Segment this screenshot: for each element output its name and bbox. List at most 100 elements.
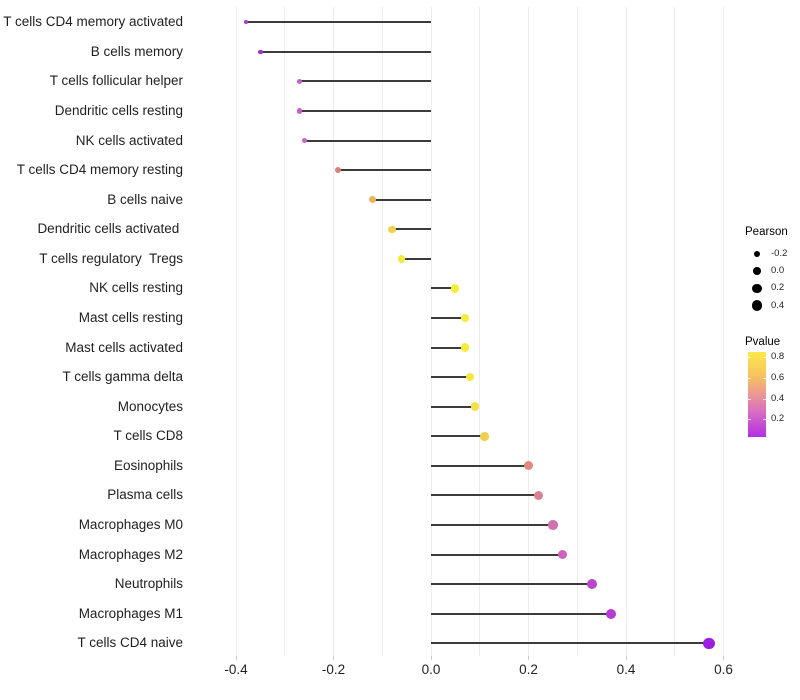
gridline — [479, 7, 481, 656]
gridline — [723, 7, 724, 656]
y-tick-label: NK cells activated — [75, 132, 183, 148]
y-tick-label: B cells naive — [107, 191, 183, 207]
data-point — [470, 402, 480, 411]
y-tick-label: Mast cells activated — [65, 339, 183, 355]
lollipop-segment — [304, 139, 431, 142]
y-tick-label: T cells gamma delta — [62, 369, 183, 385]
y-tick-label: Mast cells resting — [78, 310, 183, 325]
lollipop-segment — [299, 80, 431, 83]
lollipop-segment — [260, 50, 431, 53]
legend-pvalue-label: 0.4 — [771, 392, 785, 404]
legend-pvalue-title: Pvalue — [745, 336, 781, 348]
x-tick-mark — [235, 656, 237, 660]
legend-size-dot — [753, 250, 761, 258]
data-point — [388, 225, 396, 233]
legend-size-label: 0.0 — [771, 265, 785, 277]
gridline — [528, 7, 529, 656]
lollipop-segment — [431, 287, 456, 290]
y-tick-label: Dendritic cells resting — [54, 103, 183, 118]
x-tick-mark — [430, 656, 432, 660]
lollipop-segment — [431, 553, 563, 556]
data-point — [335, 167, 342, 174]
y-tick-label: Eosinophils — [113, 457, 183, 473]
data-point — [296, 78, 303, 85]
gradient-tick — [748, 419, 751, 421]
data-point — [460, 343, 470, 352]
lollipop-segment — [431, 523, 553, 526]
data-point — [606, 608, 617, 619]
lollipop-segment — [401, 257, 431, 260]
data-point — [523, 461, 534, 471]
x-tick-label: 0.4 — [616, 662, 636, 677]
y-tick-label: Monocytes — [117, 398, 183, 414]
legend-size-dot — [753, 267, 761, 276]
legend-size-label: 0.2 — [771, 282, 785, 294]
gradient-tick — [748, 357, 751, 359]
data-point — [557, 549, 568, 560]
x-tick-label: 0.0 — [421, 662, 441, 677]
data-point — [369, 196, 376, 204]
data-point — [533, 490, 543, 501]
y-tick-label: T cells follicular helper — [49, 73, 183, 89]
legend-pvalue-label: 0.6 — [771, 371, 785, 383]
y-tick-label: Neutrophils — [114, 576, 183, 592]
y-tick-label: T cells regulatory Tregs — [39, 250, 183, 266]
y-tick-label: Dendritic cells activated — [37, 221, 183, 237]
legend-size-dot — [751, 300, 763, 311]
x-tick-label: 0.2 — [519, 662, 538, 677]
x-tick-mark — [333, 656, 334, 660]
gridline — [381, 7, 383, 656]
lollipop-segment — [299, 110, 431, 112]
lollipop-segment — [338, 169, 431, 172]
data-point — [460, 313, 470, 323]
lollipop-segment — [431, 346, 466, 349]
legend-pearson-title: Pearson — [745, 226, 788, 238]
y-tick-label: Plasma cells — [107, 487, 183, 503]
data-point — [480, 431, 489, 441]
x-tick-mark — [625, 656, 627, 660]
data-point — [301, 137, 307, 144]
lollipop-segment — [372, 198, 431, 201]
gridline — [333, 7, 334, 656]
y-tick-label: Macrophages M1 — [78, 605, 183, 621]
lollipop-segment — [431, 642, 709, 645]
gridline — [625, 7, 627, 656]
lollipop-segment — [431, 612, 612, 615]
pvalue-gradient-bar — [748, 352, 766, 437]
gradient-tick — [748, 377, 751, 379]
data-point — [465, 372, 475, 382]
gridline — [284, 7, 286, 656]
gradient-tick — [748, 398, 751, 400]
gridline — [235, 7, 237, 656]
data-point — [548, 520, 558, 530]
lollipop-segment — [392, 228, 431, 231]
gradient-tick — [763, 419, 766, 421]
lollipop-segment — [431, 405, 475, 408]
lollipop-segment — [431, 494, 539, 497]
lollipop-segment — [431, 317, 466, 319]
y-tick-label: NK cells resting — [89, 280, 183, 296]
y-tick-label: T cells CD4 naive — [77, 635, 183, 651]
gridline — [576, 7, 578, 656]
lollipop-segment — [245, 21, 431, 24]
data-point — [243, 20, 248, 25]
gridline — [674, 7, 676, 656]
data-point — [296, 108, 303, 114]
lollipop-segment — [431, 583, 592, 586]
gridline — [430, 7, 432, 656]
y-tick-label: Macrophages M2 — [78, 546, 183, 562]
x-tick-mark — [723, 656, 724, 660]
lollipop-segment — [431, 376, 470, 379]
data-point — [451, 284, 460, 293]
data-point — [586, 579, 597, 590]
y-tick-label: B cells memory — [90, 43, 183, 59]
legend-size-label: -0.2 — [771, 248, 788, 259]
legend-size-dot — [752, 283, 762, 293]
data-point — [398, 255, 406, 263]
data-point — [703, 637, 715, 649]
x-tick-mark — [528, 656, 529, 660]
gradient-tick — [763, 398, 766, 400]
lollipop-segment — [431, 464, 529, 467]
